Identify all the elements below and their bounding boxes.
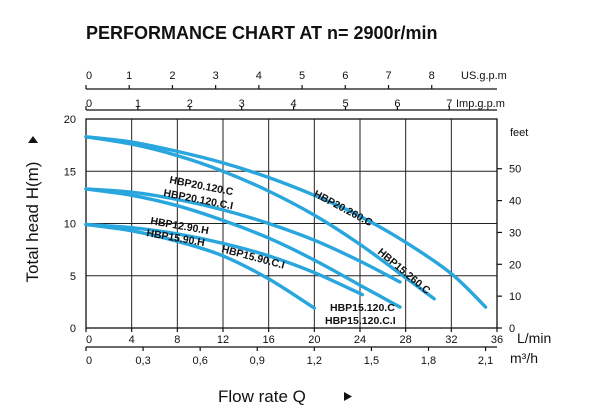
tick-label-impgpm: 4 (291, 98, 297, 110)
tick-label-lmin: 24 (354, 334, 366, 346)
y-axis-label: Total head H(m) (23, 162, 42, 283)
curves (84, 135, 488, 310)
curve-hbp15-120-c-hbp15-120-c-i (84, 187, 402, 309)
curve-hbp20-260-c (84, 135, 488, 309)
tick-label-lmin: 36 (491, 334, 503, 346)
y-axis-title: Total head H(m) (23, 136, 42, 282)
tick-label-usgpm: 8 (429, 70, 435, 82)
unit-impgpm: Imp.g.p.m (456, 98, 505, 110)
tick-label-impgpm: 0 (86, 98, 92, 110)
grid (85, 118, 498, 329)
x-axis-arrow-icon (344, 392, 352, 401)
curve-hbp20-120-c-hbp20-120-c-i (84, 187, 402, 284)
label-hbp15-120-c: HBP15.120.C (330, 302, 395, 314)
tick-label-lmin: 8 (174, 334, 180, 346)
tick-label-m3h: 0 (86, 355, 92, 367)
curve-hbp15-90-h-hbp15-90-c-i (84, 222, 316, 310)
tick-label-usgpm: 4 (256, 70, 262, 82)
tick-label-m3h: 0,9 (250, 355, 265, 367)
tick-label-m3h: 0,6 (193, 355, 208, 367)
tick-label-lmin: 20 (308, 334, 320, 346)
y-axis-arrow-icon (28, 136, 38, 143)
tick-label-impgpm: 6 (394, 98, 400, 110)
tick-label-impgpm: 5 (342, 98, 348, 110)
tick-label-head: 0 (70, 323, 76, 335)
chart-title: PERFORMANCE CHART AT n= 2900r/min (86, 23, 438, 43)
tick-label-usgpm: 1 (126, 70, 132, 82)
tick-label-head: 15 (64, 166, 76, 178)
tick-label-lmin: 12 (217, 334, 229, 346)
tick-label-head: 5 (70, 271, 76, 283)
tick-label-feet: 10 (509, 291, 521, 303)
tick-label-feet: 40 (509, 196, 521, 208)
tick-label-lmin: 0 (86, 334, 92, 346)
tick-label-usgpm: 3 (213, 70, 219, 82)
tick-label-lmin: 16 (263, 334, 275, 346)
tick-label-usgpm: 0 (86, 70, 92, 82)
tick-label-usgpm: 7 (385, 70, 391, 82)
curve-hbp12-90-h (84, 222, 364, 297)
tick-label-m3h: 1,5 (364, 355, 379, 367)
tick-label-m3h: 2,1 (478, 355, 493, 367)
tick-label-impgpm: 7 (446, 98, 452, 110)
curve-hbp15-260-c (84, 135, 436, 301)
tick-label-feet: 30 (509, 227, 521, 239)
unit-feet: feet (510, 127, 528, 139)
unit-m3h: m³/h (510, 350, 538, 366)
tick-label-usgpm: 5 (299, 70, 305, 82)
unit-usgpm: US.g.p.m (461, 70, 507, 82)
unit-lmin: L/min (517, 330, 551, 346)
tick-label-feet: 20 (509, 259, 521, 271)
tick-label-usgpm: 2 (169, 70, 175, 82)
tick-label-lmin: 32 (445, 334, 457, 346)
tick-label-feet: 50 (509, 164, 521, 176)
x-axis-label: Flow rate Q (218, 387, 306, 406)
tick-label-feet: 0 (509, 323, 515, 335)
label-hbp15-90-c-i: HBP15.90.C.I (220, 243, 286, 271)
tick-label-m3h: 1,8 (421, 355, 436, 367)
tick-label-m3h: 1,2 (307, 355, 322, 367)
tick-label-usgpm: 6 (342, 70, 348, 82)
tick-label-lmin: 28 (400, 334, 412, 346)
tick-label-impgpm: 2 (187, 98, 193, 110)
tick-label-impgpm: 3 (239, 98, 245, 110)
tick-label-impgpm: 1 (135, 98, 141, 110)
tick-label-m3h: 0,3 (135, 355, 150, 367)
tick-label-head: 10 (64, 219, 76, 231)
tick-label-head: 20 (64, 114, 76, 126)
label-hbp15-120-c-i: HBP15.120.C.I (325, 315, 396, 327)
tick-label-lmin: 4 (129, 334, 135, 346)
